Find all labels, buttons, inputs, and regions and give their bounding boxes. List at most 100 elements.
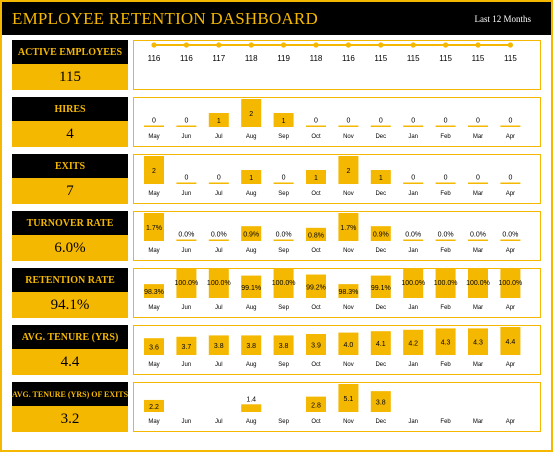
data-label: 116: [148, 54, 161, 63]
month-tick-label: May: [148, 305, 159, 311]
bar: [500, 125, 521, 127]
data-label: 1: [249, 175, 253, 182]
data-point: [507, 42, 513, 48]
month-tick-label: Aug: [246, 419, 257, 425]
month-tick-label: Dec: [375, 419, 386, 425]
bar: [241, 226, 262, 241]
data-label: 3.8: [246, 343, 256, 350]
bar: [338, 156, 359, 184]
data-label: 3.8: [376, 400, 386, 407]
data-label: 100.0%: [499, 280, 523, 287]
month-tick-label: Nov: [343, 419, 354, 425]
data-label: 116: [180, 54, 193, 63]
data-label: 0: [152, 118, 156, 125]
month-tick-label: Aug: [246, 305, 257, 311]
card-label: AVG. TENURE (YRS): [12, 325, 128, 349]
month-tick-label: Sep: [278, 191, 289, 197]
card-value: 115: [12, 64, 128, 90]
data-label: 118: [245, 54, 258, 63]
avg-tenure-bar-chart: 3.6 May 3.7 Jun 3.8 Jul 3.8 Aug 3.8 Sep 3.9 Oct 4.0 N…: [144, 327, 521, 368]
data-label: 4.3: [473, 340, 483, 347]
data-label: 4.0: [344, 342, 354, 349]
data-label: 0: [444, 118, 448, 125]
data-point: [443, 42, 449, 48]
data-label: 99.2%: [306, 284, 326, 291]
bar: [176, 125, 197, 127]
month-tick-label: Apr: [506, 419, 515, 425]
month-tick-label: Jun: [182, 305, 192, 311]
data-label: 100.0%: [434, 280, 458, 287]
data-label: 0: [444, 175, 448, 182]
month-tick-label: May: [148, 248, 159, 254]
month-tick-label: Oct: [311, 419, 321, 425]
month-tick-label: Nov: [343, 134, 354, 140]
bar: [273, 269, 294, 298]
bar: [468, 182, 488, 184]
month-tick-label: Apr: [506, 305, 515, 311]
bar: [241, 335, 262, 355]
data-label: 0: [411, 118, 415, 125]
bar: [468, 269, 488, 298]
data-label: 2.2: [149, 404, 159, 411]
month-tick-label: Oct: [311, 191, 321, 197]
data-label: 0: [282, 175, 286, 182]
hires-bar-chart: 0 May 0 Jun 1 Jul 2 Aug 1 Sep 0 Oct 0 Nov 0 Dec 0 Jan 0 Feb…: [144, 99, 521, 140]
month-tick-label: Dec: [375, 248, 386, 254]
month-tick-label: Nov: [343, 362, 354, 368]
card-avg-tenure-exits: AVG. TENURE (YRS) OF EXITS 3.2: [12, 382, 128, 432]
bar: [144, 338, 164, 355]
data-label: 1.7%: [340, 225, 356, 232]
data-label: 100.0%: [466, 280, 490, 287]
data-point: [151, 42, 157, 48]
month-tick-label: Nov: [343, 305, 354, 311]
data-label: 115: [374, 54, 387, 63]
month-tick-label: Jan: [408, 134, 418, 140]
card-avg-tenure: AVG. TENURE (YRS) 4.4: [12, 325, 128, 375]
data-point: [248, 42, 254, 48]
card-value: 7: [12, 178, 128, 204]
bar: [273, 239, 294, 241]
bar: [500, 327, 521, 355]
month-tick-label: Mar: [473, 248, 483, 254]
data-label: 0.0%: [178, 232, 194, 239]
data-label: 0: [217, 175, 221, 182]
bar: [338, 125, 359, 127]
data-label: 1: [282, 118, 286, 125]
month-tick-label: Jul: [215, 305, 223, 311]
data-label: 0.0%: [405, 232, 421, 239]
month-tick-label: Oct: [311, 305, 321, 311]
month-tick-label: Mar: [473, 305, 483, 311]
data-label: 98.3%: [338, 289, 358, 296]
data-label: 0: [411, 175, 415, 182]
data-point: [183, 42, 189, 48]
bar: [468, 239, 488, 241]
data-label: 3.6: [149, 345, 159, 352]
data-label: 0: [184, 175, 188, 182]
data-label: 100.0%: [401, 280, 425, 287]
avg-tenure-exits-bar-chart: 2.2 May Jun Jul 1.4 Aug Sep 2.8 Oct 5.1 Nov 3.8 Dec J…: [144, 384, 515, 425]
bar: [208, 182, 229, 184]
card-value: 4: [12, 121, 128, 147]
bar: [273, 113, 294, 127]
data-label: 119: [277, 54, 290, 63]
bar: [176, 269, 197, 298]
bar: [468, 125, 488, 127]
bar: [306, 227, 326, 241]
bar: [370, 226, 391, 241]
data-label: 3.8: [214, 343, 224, 350]
data-label: 117: [212, 54, 225, 63]
data-label: 0.8%: [308, 232, 324, 239]
data-label: 115: [439, 54, 452, 63]
month-tick-label: Feb: [440, 419, 451, 425]
data-label: 1: [217, 118, 221, 125]
month-tick-label: Apr: [506, 134, 515, 140]
data-label: 115: [504, 54, 517, 63]
month-tick-label: Aug: [246, 134, 257, 140]
data-label: 0.0%: [438, 232, 454, 239]
month-tick-label: Aug: [246, 248, 257, 254]
data-label: 4.4: [506, 339, 516, 346]
bar: [338, 284, 359, 298]
data-label: 3.9: [311, 343, 321, 350]
month-tick-label: Dec: [375, 305, 386, 311]
bar: [144, 399, 164, 412]
